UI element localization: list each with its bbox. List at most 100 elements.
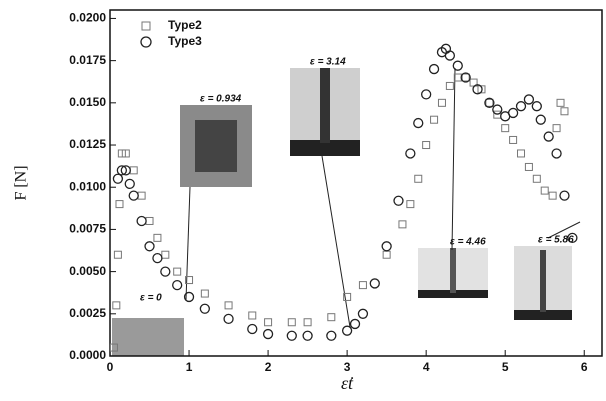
- data-point: [535, 114, 546, 125]
- y-tick-label: 0.0075: [69, 222, 106, 236]
- arrow: [451, 67, 456, 251]
- series: [112, 43, 578, 341]
- data-point: [358, 281, 367, 290]
- annotation: ε = 4.46: [450, 237, 486, 248]
- data-point: [109, 343, 118, 352]
- y-axis-label: F [N]: [13, 165, 30, 200]
- data-point: [540, 186, 549, 195]
- y-tick-label: 0.0100: [69, 179, 106, 193]
- inset-image: [195, 120, 237, 172]
- data-point: [437, 98, 446, 107]
- data-point: [287, 318, 296, 327]
- data-point: [552, 124, 561, 133]
- insets: [112, 68, 572, 356]
- data-point: [405, 148, 416, 159]
- data-point: [543, 131, 554, 142]
- annotation: ε = 5.86: [538, 235, 574, 246]
- data-point: [556, 98, 565, 107]
- inset-image: [418, 290, 488, 298]
- data-point: [509, 135, 518, 144]
- data-point: [144, 241, 155, 252]
- data-point: [112, 173, 124, 184]
- data-point: [524, 162, 533, 171]
- data-point: [472, 84, 483, 95]
- data-point: [357, 308, 369, 319]
- arrow: [185, 186, 191, 301]
- data-point: [160, 266, 171, 277]
- x-tick-label: 1: [186, 360, 193, 374]
- data-point: [398, 220, 407, 229]
- data-point: [531, 101, 542, 112]
- arrow: [321, 155, 351, 328]
- data-point: [349, 318, 361, 330]
- y-tick-label: 0.0200: [69, 11, 106, 25]
- y-tick-label: 0.0150: [69, 95, 106, 109]
- data-point: [382, 250, 391, 259]
- series: [109, 73, 569, 352]
- annotation: ε = 0: [140, 293, 162, 304]
- y-tick-label: 0.0125: [69, 137, 106, 151]
- data-point: [121, 149, 130, 158]
- data-point: [484, 97, 495, 108]
- data-point: [200, 289, 209, 298]
- x-tick-label: 4: [423, 360, 430, 374]
- data-point: [406, 200, 415, 209]
- data-point: [327, 313, 336, 322]
- inset-image: [320, 68, 330, 143]
- data-point: [224, 301, 233, 310]
- legend-label: Type3: [168, 34, 202, 48]
- data-point: [501, 124, 510, 133]
- data-point: [115, 200, 124, 209]
- data-point: [460, 72, 471, 83]
- inset-image: [514, 310, 572, 320]
- data-point: [532, 174, 541, 183]
- data-point: [341, 325, 353, 336]
- data-point: [421, 89, 432, 100]
- legend-marker: [141, 21, 151, 31]
- data-point: [461, 73, 470, 82]
- data-point: [485, 98, 494, 107]
- data-point: [567, 232, 578, 244]
- data-point: [559, 190, 570, 201]
- data-point: [303, 318, 312, 327]
- inset-image: [290, 140, 360, 156]
- data-point: [477, 85, 486, 94]
- data-point: [145, 216, 154, 225]
- data-point: [113, 250, 122, 259]
- data-point: [129, 166, 138, 175]
- x-tick-label: 3: [344, 360, 351, 374]
- data-point: [199, 303, 210, 314]
- data-point: [153, 233, 162, 242]
- data-point: [422, 141, 431, 150]
- y-tick-label: 0.0175: [69, 53, 106, 67]
- x-axis-label: ε̇t: [341, 373, 354, 393]
- x-tick-label: 6: [581, 360, 588, 374]
- data-point: [152, 252, 163, 264]
- data-point: [247, 323, 258, 335]
- data-point: [137, 191, 146, 200]
- data-point: [112, 301, 121, 310]
- data-point: [223, 313, 234, 325]
- data-point: [517, 149, 526, 158]
- inset-image: [540, 250, 546, 312]
- annotation: ε = 0.934: [200, 94, 242, 105]
- data-point: [369, 278, 380, 289]
- data-point: [444, 50, 456, 61]
- x-tick-label: 0: [107, 360, 114, 374]
- data-point: [551, 148, 562, 159]
- data-point: [381, 241, 392, 252]
- data-point: [507, 107, 519, 119]
- data-point: [248, 311, 257, 320]
- data-point: [428, 63, 440, 75]
- y-tick-label: 0.0000: [69, 348, 106, 362]
- data-point: [116, 165, 128, 176]
- data-point: [326, 330, 337, 341]
- data-point: [343, 292, 352, 301]
- arrows: [185, 67, 581, 328]
- legend-marker: [140, 36, 152, 48]
- data-point: [414, 174, 423, 183]
- x-tick-label: 5: [502, 360, 509, 374]
- data-point: [393, 195, 404, 206]
- data-point: [264, 318, 273, 327]
